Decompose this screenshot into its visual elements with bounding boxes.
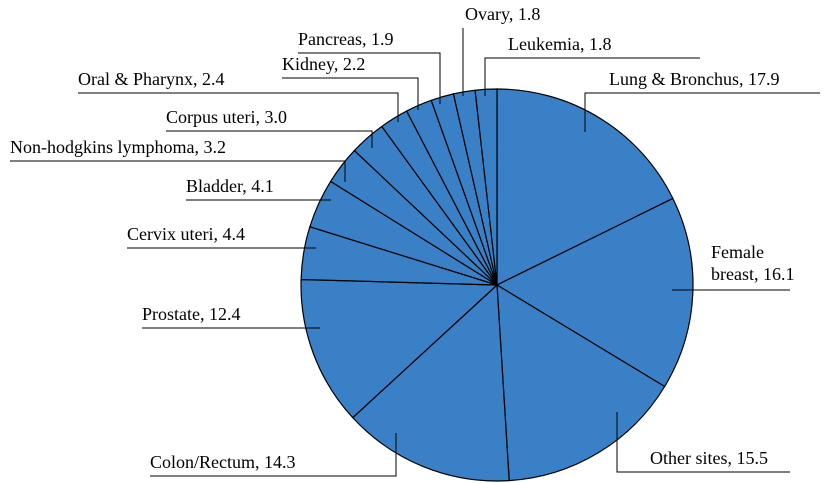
leader-line — [584, 92, 820, 132]
pie-slice — [474, 88, 498, 286]
leader-line — [166, 130, 373, 148]
slice-label: Oral & Pharynx, 2.4 — [78, 69, 224, 89]
pie-slice — [300, 278, 499, 419]
leader-line — [616, 412, 790, 473]
slice-label: Colon/Rectum, 14.3 — [150, 452, 296, 472]
slice-label: Corpus uteri, 3.0 — [166, 107, 287, 127]
slice-label: Pancreas, 1.9 — [298, 29, 393, 49]
slice-label: Prostate, 12.4 — [142, 304, 241, 324]
label-line: Female — [711, 242, 768, 262]
slice-label: Non-hodgkins lymphoma, 3.2 — [10, 137, 226, 157]
leader-line — [78, 92, 399, 122]
slice-label: Lung & Bronchus, 17.9 — [609, 69, 780, 89]
pie-slice — [496, 283, 666, 482]
leader-line — [150, 433, 397, 477]
slice-label: Other sites, 15.5 — [650, 448, 768, 468]
leader-line — [298, 52, 441, 104]
slice-label: Cervix uteri, 4.4 — [127, 224, 245, 244]
pie-slice — [495, 197, 694, 388]
slice-label: Female breast, 16.1 — [711, 242, 794, 284]
slice-label: Leukemia, 1.8 — [508, 34, 611, 54]
pie-slice — [351, 283, 510, 482]
label-line: breast, 16.1 — [711, 264, 794, 284]
leader-line — [282, 77, 419, 110]
slice-label: Bladder, 4.1 — [186, 176, 274, 196]
leader-line — [10, 160, 346, 182]
slice-label: Kidney, 2.2 — [282, 54, 365, 74]
pie-slice — [496, 88, 674, 286]
slice-label: Ovary, 1.8 — [465, 4, 540, 24]
leader-line — [484, 57, 700, 96]
